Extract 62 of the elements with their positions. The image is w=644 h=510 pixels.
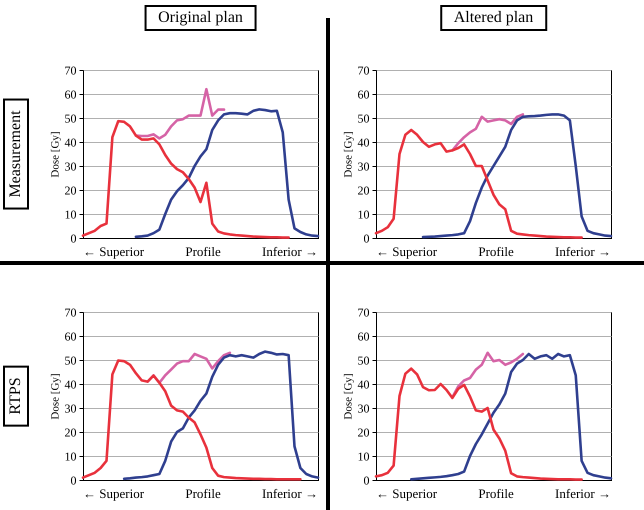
text: ← Superior [376,486,438,502]
y-tick-label: 50 [64,112,76,126]
text: ← Superior [83,244,144,260]
text: Profile [478,486,514,502]
chart-title: Altered plan [440,5,548,31]
y-tick-label: 10 [64,208,76,222]
y-tick-label: 0 [364,232,370,246]
y-tick-label: 70 [64,64,76,78]
text: Profile [478,244,514,260]
line-series [410,352,612,481]
y-tick-label: 70 [64,306,76,320]
text: ← Superior [376,244,438,260]
y-tick-label: 20 [64,426,76,440]
y-tick-label: 30 [358,160,370,174]
y-tick-label: 10 [358,450,370,464]
line-series [422,113,612,238]
line-series [82,120,290,239]
y-tick-label: 20 [358,184,370,198]
line-series [134,108,320,238]
y-tick-label: 60 [358,330,370,344]
y-tick-label: 50 [358,354,370,368]
y-axis-title: Dose [Gy] [50,373,62,420]
y-tick-label: 50 [64,354,76,368]
line-series [134,88,226,140]
y-axis-title: Dose [Gy] [342,373,354,420]
line-series [82,359,302,481]
y-tick-label: 60 [358,88,370,102]
text: Inferior → [555,486,611,502]
y-tick-label: 40 [64,136,76,150]
y-tick-label: 20 [64,184,76,198]
y-tick-label: 40 [358,136,370,150]
chart-title: Original plan [144,5,257,31]
text: Inferior → [262,244,318,260]
y-axis-title: Dose [Gy] [342,131,354,178]
text: RTPS [3,365,29,427]
y-tick-label: 0 [364,474,370,488]
text: Profile [185,244,221,260]
text: ← Superior [83,486,144,502]
y-tick-label: 30 [358,402,370,416]
text: Inferior → [262,486,318,502]
y-tick-label: 60 [64,330,76,344]
text: Inferior → [555,244,611,260]
text: Measurement [3,98,29,210]
line-series [374,128,583,239]
y-tick-label: 0 [70,232,76,246]
y-tick-label: 30 [64,160,76,174]
line-series [374,367,583,481]
y-tick-label: 10 [64,450,76,464]
y-tick-label: 10 [358,208,370,222]
y-tick-label: 0 [70,474,76,488]
line-series [451,113,524,152]
y-tick-label: 50 [358,112,370,126]
y-tick-label: 30 [64,402,76,416]
y-tick-label: 20 [358,426,370,440]
text: Profile [185,486,221,502]
y-tick-label: 60 [64,88,76,102]
y-tick-label: 70 [358,64,370,78]
y-axis-title: Dose [Gy] [50,131,62,178]
y-tick-label: 40 [358,378,370,392]
y-tick-label: 70 [358,306,370,320]
line-series [122,350,320,480]
y-tick-label: 40 [64,378,76,392]
